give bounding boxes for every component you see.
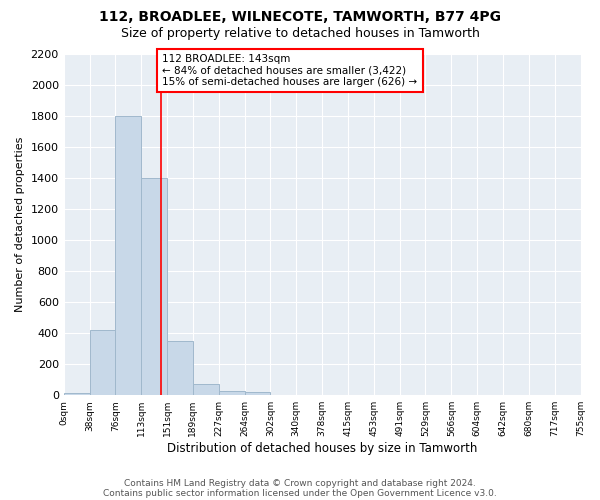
Bar — [141, 178, 167, 395]
Bar — [193, 384, 219, 395]
Text: Size of property relative to detached houses in Tamworth: Size of property relative to detached ho… — [121, 28, 479, 40]
Bar — [115, 116, 141, 395]
Text: Contains HM Land Registry data © Crown copyright and database right 2024.: Contains HM Land Registry data © Crown c… — [124, 478, 476, 488]
X-axis label: Distribution of detached houses by size in Tamworth: Distribution of detached houses by size … — [167, 442, 477, 455]
Bar — [64, 393, 89, 395]
Bar — [167, 341, 193, 395]
Bar — [219, 390, 245, 395]
Text: 112, BROADLEE, WILNECOTE, TAMWORTH, B77 4PG: 112, BROADLEE, WILNECOTE, TAMWORTH, B77 … — [99, 10, 501, 24]
Y-axis label: Number of detached properties: Number of detached properties — [15, 137, 25, 312]
Bar — [245, 392, 271, 395]
Text: Contains public sector information licensed under the Open Government Licence v3: Contains public sector information licen… — [103, 488, 497, 498]
Bar — [89, 330, 115, 395]
Text: 112 BROADLEE: 143sqm
← 84% of detached houses are smaller (3,422)
15% of semi-de: 112 BROADLEE: 143sqm ← 84% of detached h… — [162, 54, 418, 87]
